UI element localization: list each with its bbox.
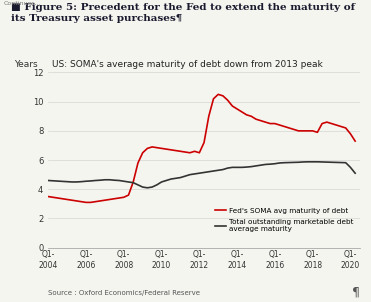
Text: Continues...: Continues... [4,1,41,6]
Text: ■ Figure 5: Precedent for the Fed to extend the maturity of its Treasury asset p: ■ Figure 5: Precedent for the Fed to ext… [11,3,355,23]
Text: Years: Years [14,60,37,69]
Text: US: SOMA's average maturity of debt down from 2013 peak: US: SOMA's average maturity of debt down… [52,60,323,69]
Text: Source : Oxford Economics/Federal Reserve: Source : Oxford Economics/Federal Reserv… [48,290,200,296]
Text: ¶: ¶ [352,286,360,299]
Legend: Fed's SOMA avg maturity of debt, Total outstanding marketable debt
average matur: Fed's SOMA avg maturity of debt, Total o… [212,205,356,235]
